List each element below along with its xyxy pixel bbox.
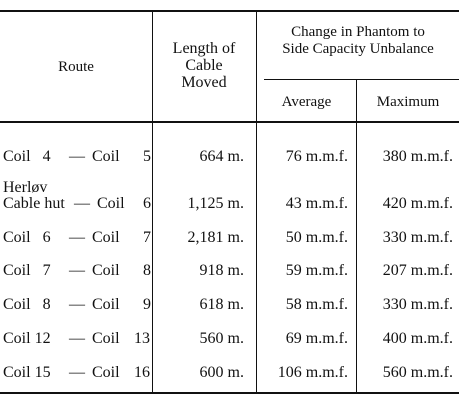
cable-length: 1,125 m.	[187, 195, 244, 212]
header-change-line1: Change in Phantom to	[291, 24, 425, 40]
route-separator: —	[69, 330, 85, 347]
average-unbalance: 58 m.m.f.	[285, 296, 348, 313]
header-length-line2: Cable	[185, 57, 223, 74]
column-divider-length	[256, 12, 257, 393]
cable-length: 2,181 m.	[187, 229, 244, 246]
header-length-line3: Moved	[181, 74, 227, 91]
header-maximum: Maximum	[376, 94, 440, 110]
route-number: 8	[143, 262, 151, 279]
route-separator: —	[69, 262, 85, 279]
average-unbalance: 59 m.m.f.	[285, 262, 348, 279]
average-unbalance: 50 m.m.f.	[285, 229, 348, 246]
route-separator: —	[69, 229, 85, 246]
route-to: Coil	[92, 148, 120, 165]
route-number: 9	[143, 296, 151, 313]
route-to: Coil	[92, 364, 120, 381]
maximum-unbalance: 330 m.m.f.	[382, 229, 453, 246]
route-to: Coil	[92, 229, 120, 246]
header-bottom-rule	[0, 121, 459, 123]
column-divider-average	[356, 80, 357, 393]
header-route: Route	[58, 59, 94, 75]
header-average: Average	[281, 94, 332, 110]
route-number: 13	[134, 330, 150, 347]
route-to: Coil	[92, 330, 120, 347]
route-from: Cable hut	[3, 195, 65, 212]
route-from: Coil 7	[3, 262, 51, 279]
route-number: 6	[143, 195, 151, 212]
route-number: 7	[143, 229, 151, 246]
route-separator: —	[69, 296, 85, 313]
route-from: Coil 8	[3, 296, 51, 313]
route-separator: —	[69, 364, 85, 381]
bottom-rule	[0, 392, 459, 394]
cable-length: 918 m.	[199, 262, 244, 279]
average-unbalance: 69 m.m.f.	[285, 330, 348, 347]
cable-length: 664 m.	[199, 148, 244, 165]
cable-length: 618 m.	[199, 296, 244, 313]
route-to: Coil	[92, 296, 120, 313]
route-number: 16	[134, 364, 150, 381]
route-from: Coil 6	[3, 229, 51, 246]
average-maximum-rule	[264, 79, 459, 80]
average-unbalance: 106 m.m.f.	[277, 364, 348, 381]
column-divider-route	[152, 12, 153, 393]
route-separator: —	[74, 195, 90, 212]
average-unbalance: 43 m.m.f.	[285, 195, 348, 212]
header-length-line1: Length of	[172, 40, 236, 57]
maximum-unbalance: 380 m.m.f.	[382, 148, 453, 165]
top-rule	[0, 10, 459, 12]
maximum-unbalance: 330 m.m.f.	[382, 296, 453, 313]
average-unbalance: 76 m.m.f.	[285, 148, 348, 165]
route-number: 5	[143, 148, 151, 165]
maximum-unbalance: 400 m.m.f.	[382, 330, 453, 347]
header-change-line2: Side Capacity Unbalance	[282, 41, 434, 57]
route-from: Coil 12	[3, 330, 51, 347]
cable-length: 560 m.	[199, 330, 244, 347]
route-location: Herløv	[3, 179, 48, 196]
route-to: Coil	[92, 262, 120, 279]
cable-length: 600 m.	[199, 364, 244, 381]
route-to: Coil	[97, 195, 125, 212]
maximum-unbalance: 420 m.m.f.	[382, 195, 453, 212]
route-from: Coil 15	[3, 364, 51, 381]
route-from: Coil 4	[3, 148, 51, 165]
maximum-unbalance: 207 m.m.f.	[382, 262, 453, 279]
maximum-unbalance: 560 m.m.f.	[382, 364, 453, 381]
route-separator: —	[69, 148, 85, 165]
